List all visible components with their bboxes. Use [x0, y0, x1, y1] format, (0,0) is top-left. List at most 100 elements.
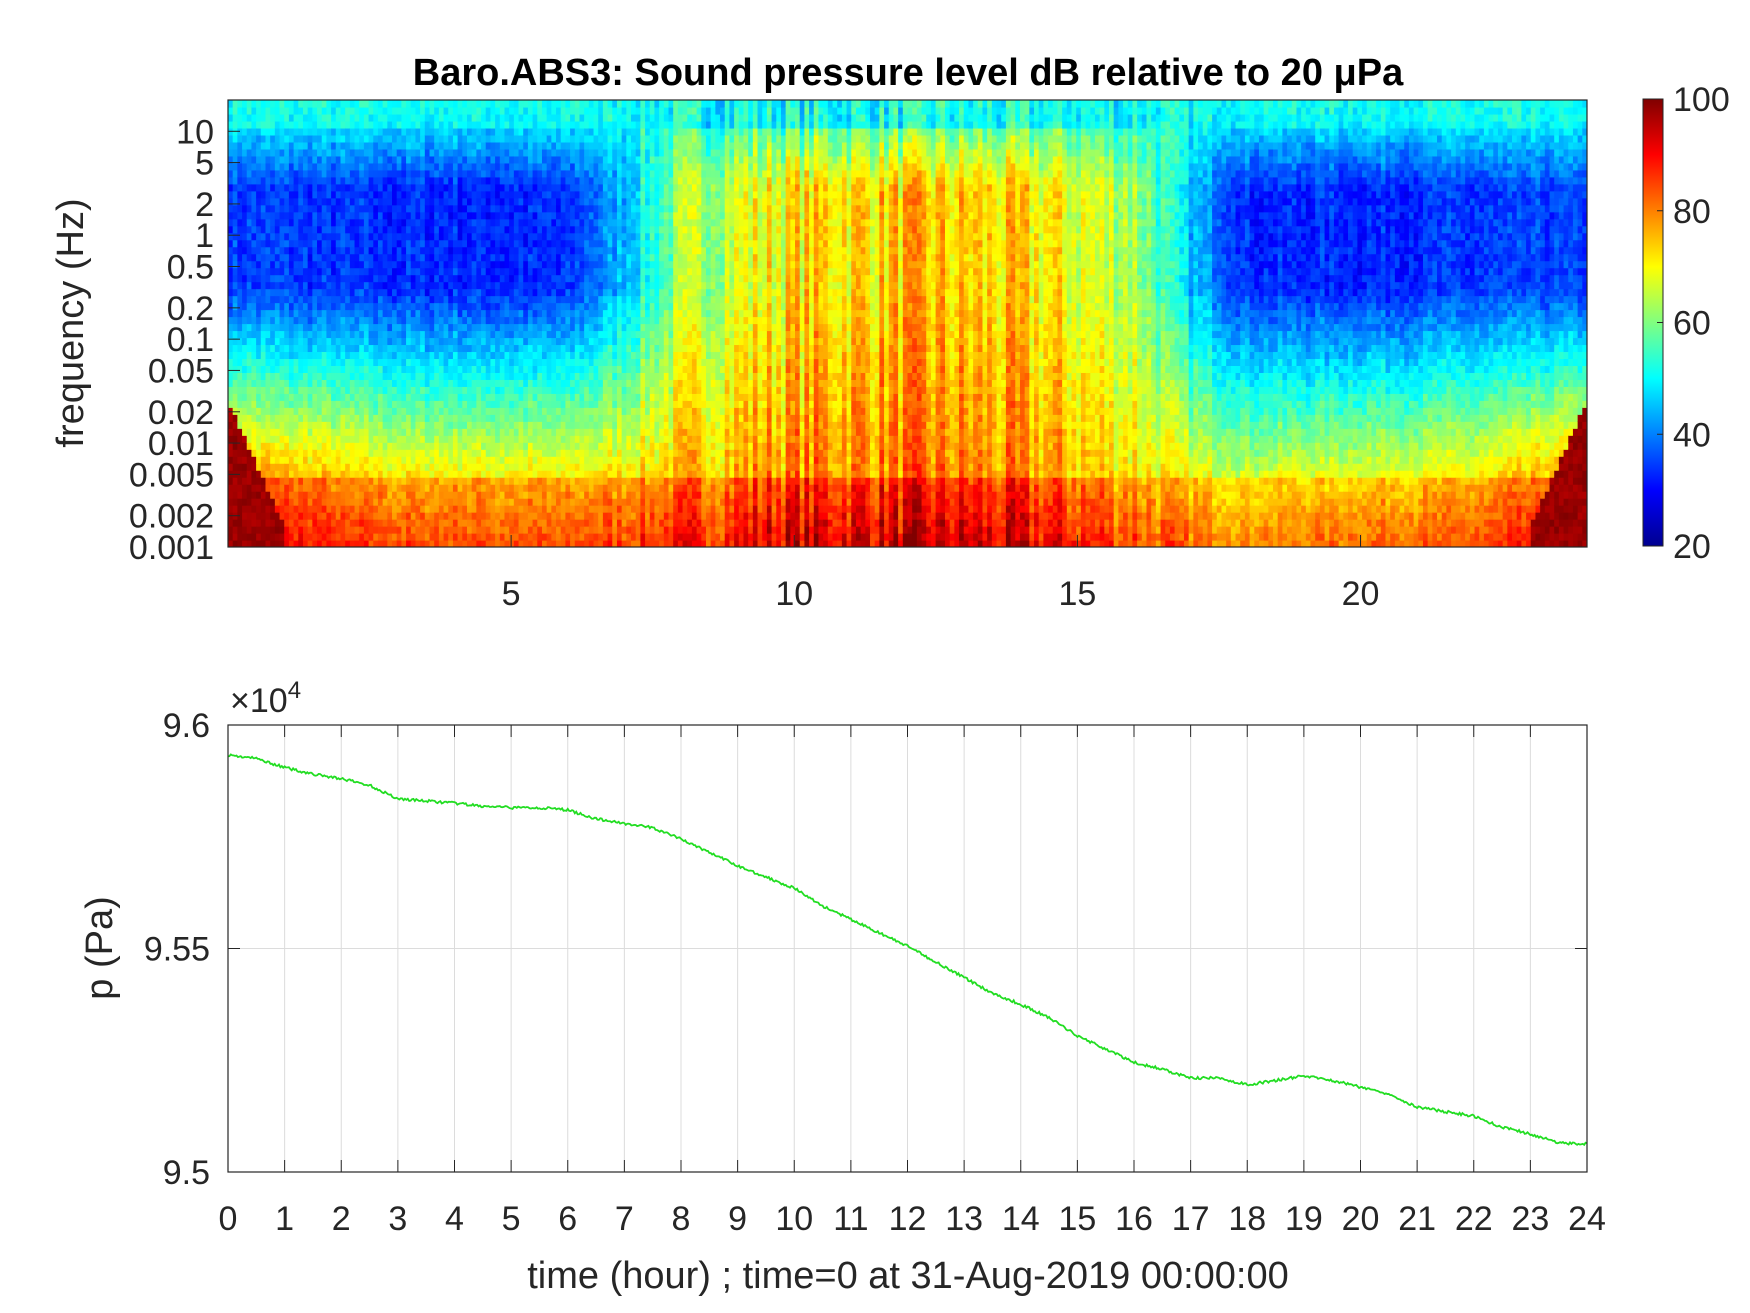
- spectrogram-cell: [457, 379, 463, 387]
- spectrogram-cell: [579, 302, 585, 311]
- spectrogram-cell: [467, 533, 473, 541]
- spectrogram-cell: [420, 197, 426, 206]
- spectrogram-cell: [462, 232, 468, 241]
- spectrogram-cell: [509, 134, 515, 143]
- spectrogram-cell: [556, 225, 562, 234]
- spectrogram-cell: [260, 351, 267, 360]
- spectrogram-cell: [462, 204, 468, 213]
- spectrogram-cell: [228, 526, 234, 534]
- spectrogram-cell: [462, 100, 468, 108]
- spectrogram-cell: [504, 379, 510, 387]
- spectrogram-cell: [321, 246, 328, 255]
- spectrogram-cell: [420, 113, 426, 122]
- spectrogram-cell: [401, 197, 407, 206]
- spectrogram-cell: [443, 484, 449, 492]
- spectrogram-cell: [321, 498, 328, 506]
- spectrogram-cell: [260, 484, 267, 492]
- spectrogram-cell: [317, 288, 323, 297]
- spectrogram-cell: [265, 498, 271, 506]
- spectrogram-cell: [326, 113, 332, 122]
- spectrogram-cell: [541, 344, 548, 353]
- spectrogram-cell: [302, 449, 309, 457]
- spectrogram-cell: [368, 484, 374, 492]
- spectrogram-cell: [546, 379, 552, 387]
- spectrogram-cell: [387, 260, 393, 269]
- spectrogram-cell: [476, 400, 482, 408]
- spectrogram-cell: [302, 218, 309, 227]
- spectrogram-cell: [509, 365, 515, 373]
- spectrogram-cell: [457, 428, 463, 436]
- spectrogram-cell: [537, 281, 543, 290]
- spectrogram-cell: [382, 100, 388, 108]
- spectrogram-cell: [321, 274, 328, 283]
- spectrogram-cell: [340, 470, 346, 478]
- spectrogram-cell: [424, 190, 431, 199]
- spectrogram-cell: [509, 260, 515, 269]
- spectrogram-cell: [584, 288, 590, 297]
- spectrogram-cell: [541, 239, 548, 248]
- spectrogram-cell: [438, 540, 445, 547]
- spectrogram-cell: [326, 491, 332, 499]
- spectrogram-cell: [434, 498, 440, 506]
- spectrogram-cell: [574, 253, 581, 262]
- spectrogram-cell: [312, 421, 318, 429]
- spectrogram-cell: [363, 533, 370, 541]
- spectrogram-cell: [228, 253, 234, 262]
- spectrogram-cell: [584, 113, 590, 122]
- spectrogram-cell: [387, 358, 393, 366]
- spectrogram-cell: [490, 421, 496, 429]
- spectrogram-cell: [410, 428, 417, 436]
- spectrogram-cell: [532, 204, 538, 213]
- spectrogram-cell: [331, 253, 337, 262]
- spectrogram-cell: [513, 372, 520, 380]
- spectrogram-cell: [331, 323, 337, 332]
- spectrogram-cell: [246, 344, 253, 353]
- spectrogram-cell: [288, 365, 295, 373]
- spectrogram-cell: [368, 120, 374, 129]
- spectrogram-cell: [345, 337, 351, 346]
- spectrogram-cell: [302, 365, 309, 373]
- spectrogram-cell: [293, 176, 299, 185]
- spectrogram-cell: [546, 393, 552, 401]
- spectrogram-cell: [368, 148, 374, 157]
- spectrogram-cell: [420, 106, 426, 115]
- spectrogram-cell: [307, 435, 313, 443]
- spectrogram-cell: [279, 260, 285, 269]
- spectrogram-cell: [335, 106, 342, 115]
- spectrogram-cell: [443, 379, 449, 387]
- spectrogram-cell: [321, 344, 328, 353]
- spectrogram-cell: [251, 239, 257, 248]
- spectrogram-cell: [377, 351, 384, 360]
- spectrogram-cell: [424, 463, 431, 471]
- spectrogram-cell: [270, 344, 276, 353]
- spectrogram-cell: [349, 407, 356, 415]
- spectrogram-cell: [251, 407, 257, 415]
- spectrogram-cell: [363, 372, 370, 380]
- spectrogram-cell: [359, 127, 365, 136]
- spectrogram-cell: [532, 113, 538, 122]
- spectrogram-cell: [392, 302, 398, 311]
- spectrogram-cell: [260, 323, 267, 332]
- spectrogram-cell: [537, 421, 543, 429]
- spectrogram-cell: [438, 288, 445, 297]
- spectrogram-cell: [588, 218, 595, 227]
- spectrogram-cell: [302, 141, 309, 150]
- spectrogram-cell: [532, 134, 538, 143]
- spectrogram-cell: [541, 183, 548, 192]
- spectrogram-cell: [434, 267, 440, 276]
- spectrogram-cell: [363, 295, 370, 304]
- spectrogram-cell: [373, 113, 379, 122]
- spectrogram-cell: [237, 540, 243, 547]
- spectrogram-cell: [467, 512, 473, 520]
- spectrogram-cell: [481, 337, 487, 346]
- spectrogram-cell: [570, 442, 576, 450]
- spectrogram-cell: [256, 393, 262, 401]
- spectrogram-cell: [537, 372, 543, 380]
- spectrogram-cell: [331, 533, 337, 541]
- spectrogram-cell: [513, 316, 520, 325]
- spectrogram-cell: [481, 372, 487, 380]
- spectrogram-cell: [537, 274, 543, 283]
- spectrogram-cell: [288, 309, 295, 318]
- spectrogram-cell: [382, 470, 388, 478]
- spectrogram-cell: [377, 456, 384, 464]
